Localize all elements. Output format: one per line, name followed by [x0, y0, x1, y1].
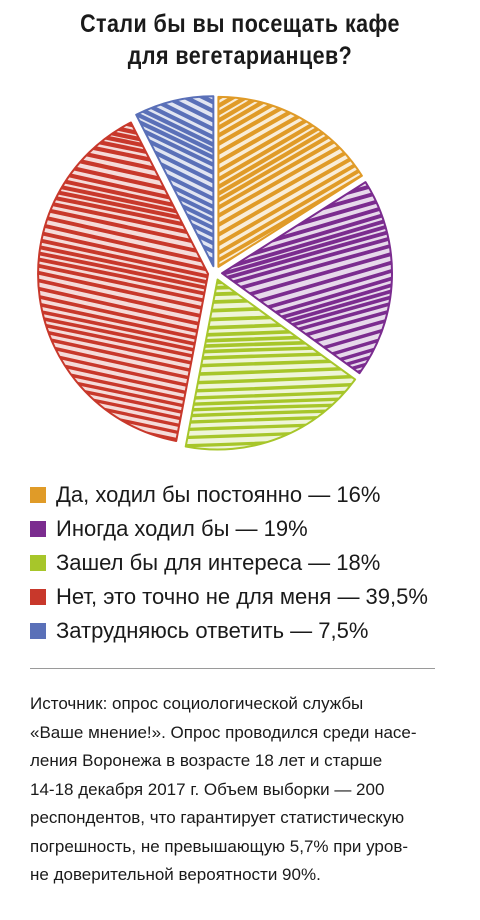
- chart-title: Стали бы вы посещать кафе для вегетариан…: [34, 8, 447, 72]
- source-line: респондентов, что гарантирует статистиче…: [30, 808, 405, 827]
- legend-swatch: [30, 589, 46, 605]
- legend-swatch: [30, 623, 46, 639]
- source-line: не доверительной вероятности 90%.: [30, 865, 321, 884]
- source-line: погрешность, не превышающую 5,7% при уро…: [30, 836, 409, 856]
- pie-chart: [37, 95, 393, 451]
- divider: [30, 668, 435, 669]
- legend-swatch: [30, 521, 46, 537]
- title-line-2: для вегетарианцев?: [127, 42, 353, 70]
- legend-item: Затрудняюсь ответить — 7,5%: [30, 614, 460, 648]
- legend-item: Зашел бы для интереса — 18%: [30, 546, 460, 580]
- legend-label: Иногда ходил бы — 19%: [56, 516, 308, 541]
- legend-label: Затрудняюсь ответить — 7,5%: [56, 618, 369, 643]
- legend-item: Иногда ходил бы — 19%: [30, 512, 460, 546]
- legend-swatch: [30, 555, 46, 571]
- legend-label: Да, ходил бы постоянно — 16%: [56, 482, 381, 507]
- source-note: Источник: опрос социологической службы «…: [30, 690, 440, 890]
- source-line: ления Воронежа в возрасте 18 лет и старш…: [30, 751, 383, 770]
- legend-label: Нет, это точно не для меня — 39,5%: [56, 584, 428, 609]
- title-line-1: Стали бы вы посещать кафе: [80, 10, 400, 38]
- legend-item: Да, ходил бы постоянно — 16%: [30, 478, 460, 512]
- legend-item: Нет, это точно не для меня — 39,5%: [30, 580, 460, 614]
- source-line: 14-18 декабря 2017 г. Объем выборки — 20…: [30, 779, 385, 799]
- chart-legend: Да, ходил бы постоянно — 16% Иногда ходи…: [30, 478, 460, 648]
- source-line: Источник: опрос социологической службы: [30, 694, 364, 713]
- legend-swatch: [30, 487, 46, 503]
- legend-label: Зашел бы для интереса — 18%: [56, 550, 381, 575]
- source-line: «Ваше мнение!». Опрос проводился среди н…: [30, 722, 417, 742]
- pie-slice: [184, 278, 357, 451]
